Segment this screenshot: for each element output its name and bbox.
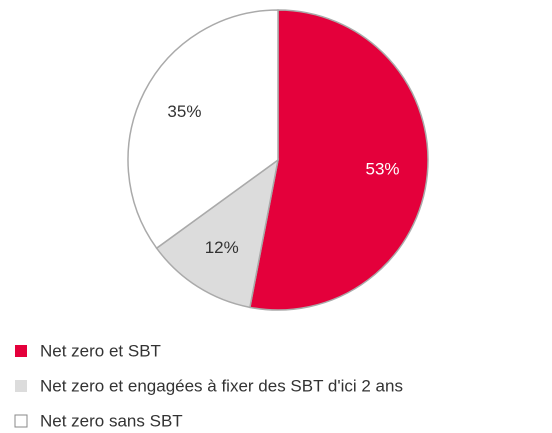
- pie-slice: [127, 9, 279, 250]
- legend-swatch: [15, 380, 27, 392]
- legend-label: Net zero et engagées à fixer des SBT d'i…: [40, 376, 403, 395]
- data-label: 12%: [205, 238, 239, 257]
- legend-label: Net zero sans SBT: [40, 411, 183, 430]
- legend-label: Net zero et SBT: [40, 341, 161, 360]
- pie-slice: [155, 158, 280, 309]
- legend-swatch: [14, 414, 28, 428]
- data-label: 35%: [167, 102, 201, 121]
- legend-swatch: [15, 345, 27, 357]
- pie-slice: [249, 9, 429, 311]
- data-label: 53%: [366, 159, 400, 178]
